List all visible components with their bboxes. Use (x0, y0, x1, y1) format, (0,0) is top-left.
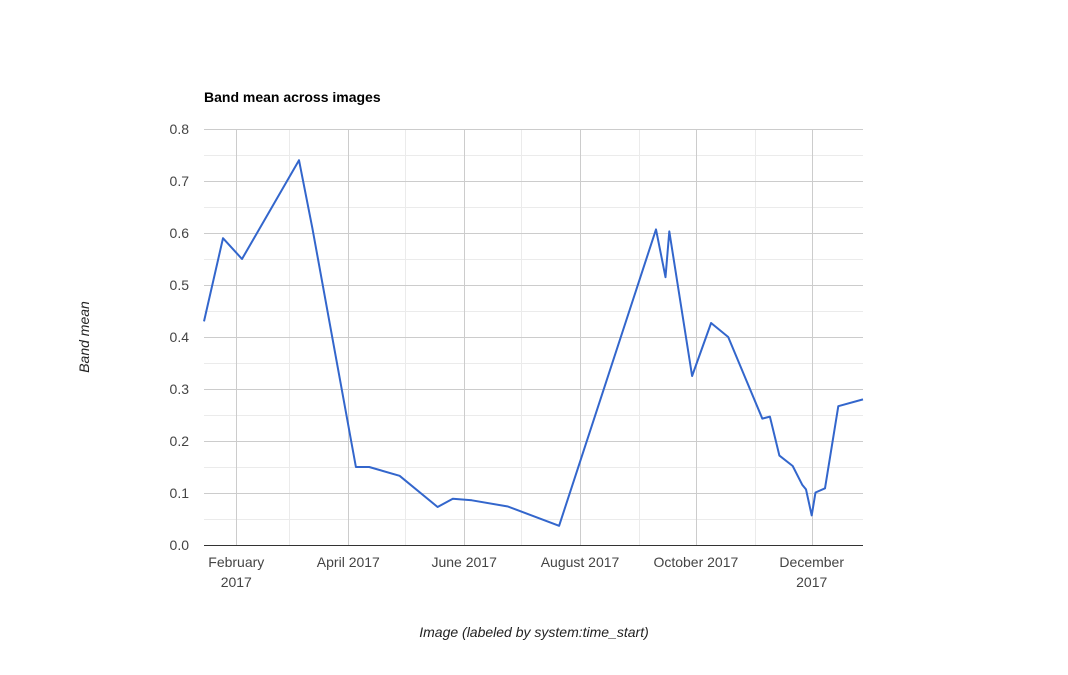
y-tick-label: 0.0 (170, 537, 190, 553)
y-tick-label: 0.7 (170, 173, 190, 189)
x-tick-label: 2017 (221, 574, 252, 590)
series-line (203, 159, 864, 527)
x-tick-label: October 2017 (653, 554, 738, 570)
y-tick-label: 0.8 (170, 121, 190, 137)
y-axis-label: Band mean (76, 301, 92, 373)
y-tick-label: 0.2 (170, 433, 190, 449)
x-tick-label: August 2017 (541, 554, 620, 570)
x-tick-label: June 2017 (431, 554, 497, 570)
x-tick-label: February (208, 554, 264, 570)
y-tick-label: 0.3 (170, 381, 190, 397)
x-tick-label: 2017 (796, 574, 827, 590)
y-tick-label: 0.4 (170, 329, 190, 345)
major-gridlines (204, 129, 863, 545)
y-tick-label: 0.5 (170, 277, 190, 293)
x-axis-ticks: February 2017 April 2017 June 2017 August 20… (208, 554, 844, 590)
y-axis-ticks: 0.0 0.1 0.2 0.3 0.4 0.5 0.6 0.7 0.8 (170, 121, 190, 553)
chart-title: Band mean across images (204, 89, 381, 105)
y-tick-label: 0.1 (170, 485, 190, 501)
x-axis-label: Image (labeled by system:time_start) (419, 624, 649, 640)
x-tick-label: April 2017 (317, 554, 380, 570)
x-tick-label: December (779, 554, 844, 570)
y-tick-label: 0.6 (170, 225, 190, 241)
